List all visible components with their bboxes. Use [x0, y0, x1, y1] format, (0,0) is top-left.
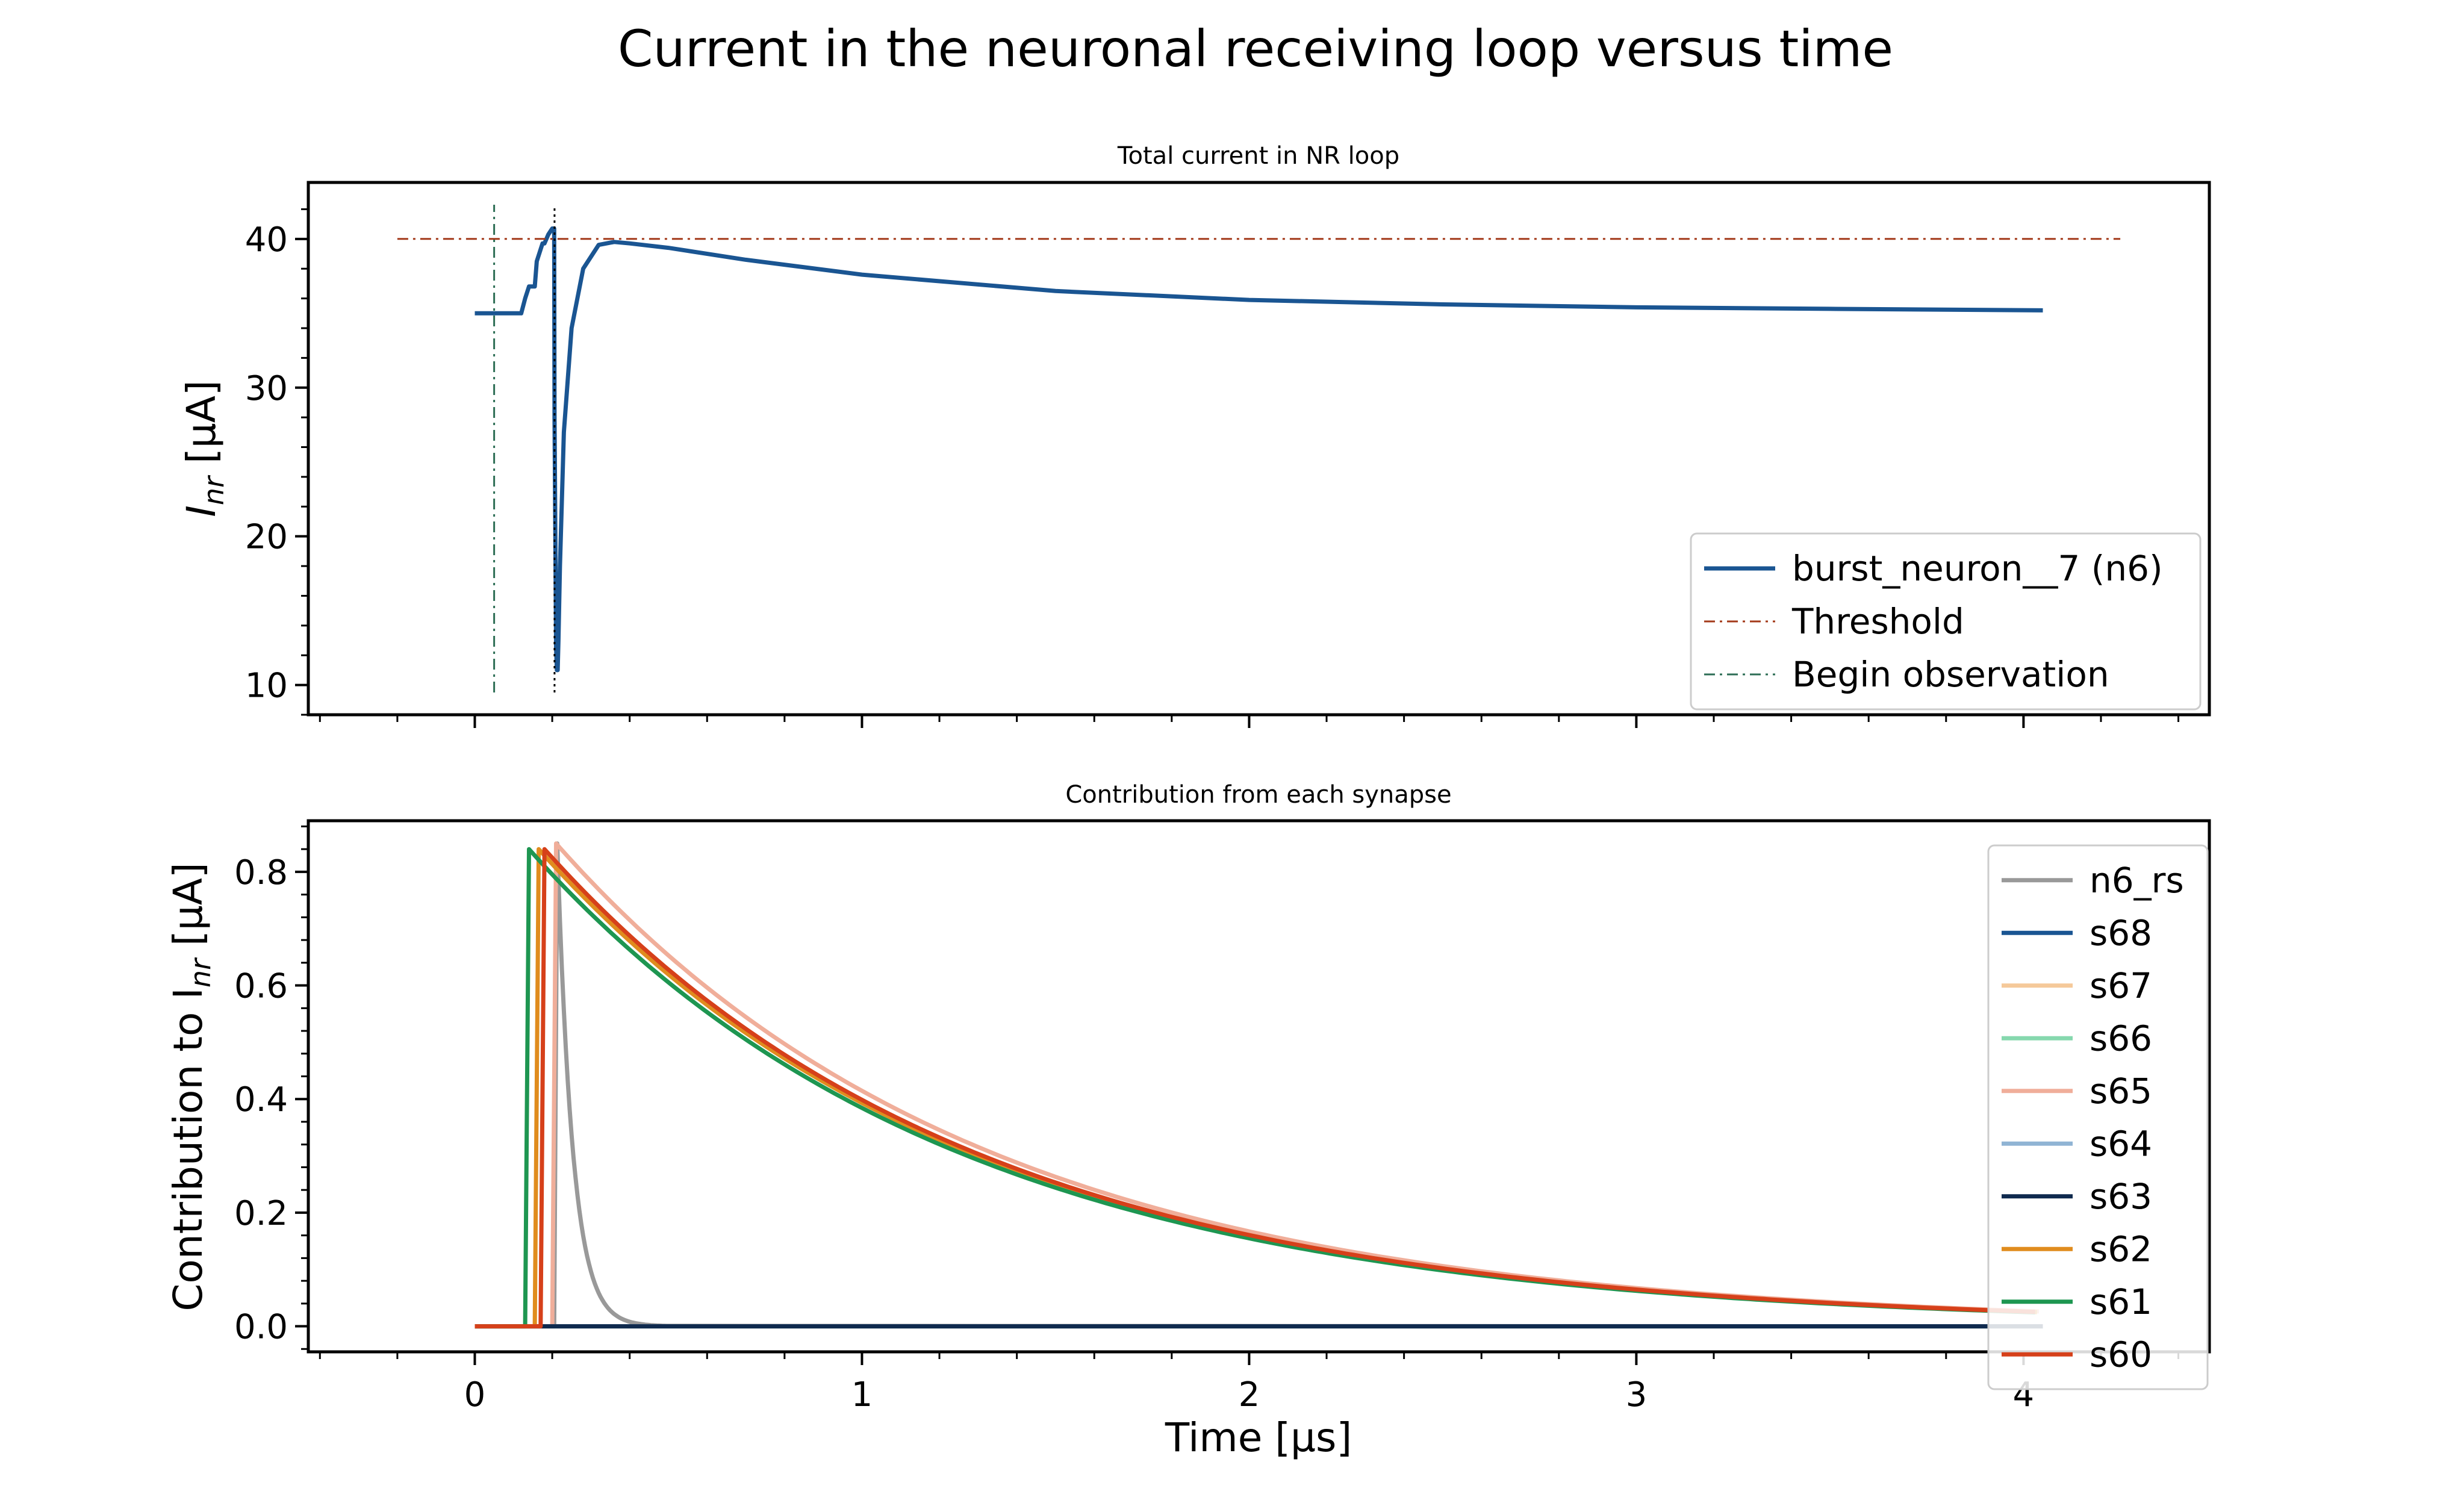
- legend-entry-label: s64: [2090, 1123, 2152, 1164]
- legend-entry-label: s68: [2090, 912, 2152, 953]
- legend-entry-label: s63: [2090, 1176, 2152, 1217]
- panel-title-total-current: Total current in NR loop: [1117, 142, 1399, 170]
- y-tick-label: 10: [245, 667, 288, 706]
- y-tick-label: 0.0: [234, 1308, 288, 1347]
- series-line-n6-rs: [475, 841, 2043, 1329]
- panel-synapse-contribution: Contribution from each synapse 0.0 0.2 0.4…: [165, 781, 2211, 1461]
- figure-title: Current in the neuronal receiving loop v…: [618, 19, 1893, 78]
- y-tick-label: 30: [245, 369, 288, 408]
- x-axis-label: Time [μs]: [1165, 1414, 1352, 1461]
- series-line-s62: [475, 847, 2038, 1329]
- legend-top: burst_neuron__7 (n6) Threshold Begin obser…: [1690, 532, 2202, 711]
- plot-frame-bottom: [307, 819, 2211, 1354]
- legend-box: [1690, 532, 2202, 711]
- y-tick-label: 0.2: [234, 1194, 288, 1233]
- legend-entry-label: s65: [2090, 1071, 2152, 1112]
- series-line-s60: [475, 847, 2035, 1329]
- legend-entry-label: s66: [2090, 1018, 2152, 1059]
- legend-entry-label: Threshold: [1791, 601, 1964, 642]
- legend-entry-label: s67: [2090, 965, 2152, 1006]
- y-tick-label: 20: [245, 518, 288, 557]
- legend-bottom: n6_rs s68 s67 s66 s65 s64 s63 s62 s61 s60: [1987, 844, 2209, 1390]
- x-tick-label: 1: [851, 1375, 873, 1414]
- legend-entry-label: burst_neuron__7 (n6): [1792, 548, 2163, 589]
- plot-frame-top: [307, 181, 2211, 717]
- y-tick-label: 0.6: [234, 967, 288, 1006]
- panel-total-current: Total current in NR loop 10 20 30 40 Inr [μ…: [178, 142, 2211, 728]
- y-tick-label: 0.4: [234, 1080, 288, 1119]
- legend-entry-label: n6_rs: [2090, 860, 2184, 901]
- x-tick-label: 2: [1239, 1375, 1260, 1414]
- x-tick-label: 0: [464, 1375, 486, 1414]
- y-axis-label-top: Inr [μA]: [178, 380, 230, 517]
- series-line-s61: [475, 847, 2035, 1329]
- panel-title-synapse-contribution: Contribution from each synapse: [1065, 781, 1451, 809]
- x-tick-label: 3: [1626, 1375, 1648, 1414]
- series-line-burst-neuron-7-n6-: [475, 226, 2043, 673]
- y-axis-label-bottom: Contribution to Inr [μA]: [165, 862, 217, 1311]
- legend-entry-label: s61: [2090, 1281, 2152, 1322]
- legend-entry-label: s62: [2090, 1228, 2152, 1269]
- legend-entry-label: s60: [2090, 1334, 2152, 1375]
- legend-entry-label: Begin observation: [1792, 654, 2109, 695]
- y-tick-label: 0.8: [234, 853, 288, 892]
- series-line-s65: [475, 841, 2040, 1329]
- legend-box: [1987, 844, 2209, 1390]
- y-tick-label: 40: [245, 220, 288, 260]
